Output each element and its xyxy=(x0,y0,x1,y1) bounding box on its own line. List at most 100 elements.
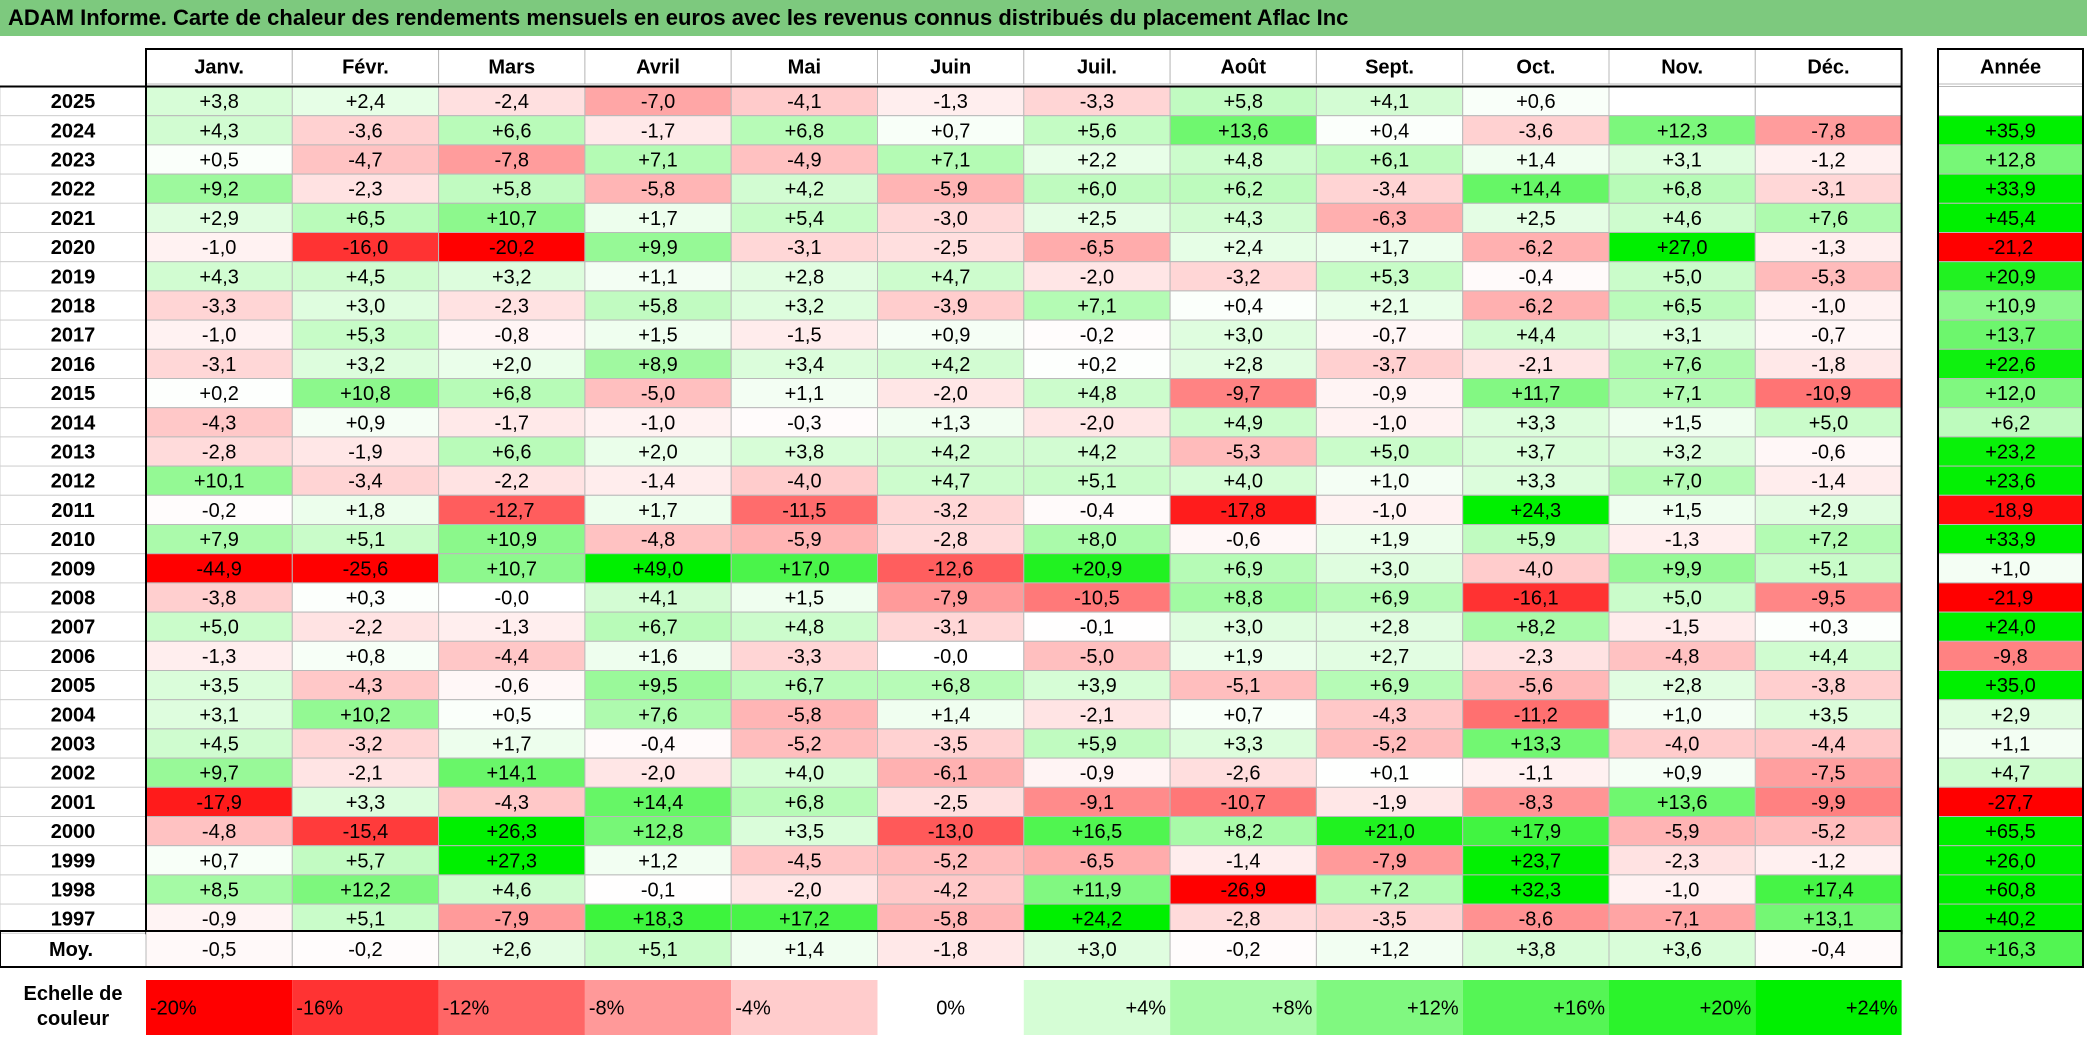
heatmap-value-cell xyxy=(145,202,293,234)
heatmap-value-cell xyxy=(291,728,440,759)
heatmap-value: +3,3 xyxy=(1516,412,1555,434)
heatmap-value-cell xyxy=(1754,728,1903,759)
heatmap-value-cell xyxy=(291,903,440,934)
heatmap-value-cell xyxy=(291,348,440,379)
heatmap-value: +1,9 xyxy=(1224,646,1263,668)
heatmap-value-cell xyxy=(584,757,732,788)
heatmap-value: -6,2 xyxy=(1519,296,1553,318)
heatmap-value: -1,2 xyxy=(1811,850,1845,872)
heatmap-value-cell xyxy=(1608,757,1756,788)
heatmap-value: +1,0 xyxy=(1662,704,1701,726)
heatmap-value: +2,1 xyxy=(1370,296,1409,318)
heatmap-value-cell xyxy=(438,757,586,788)
year-value-cell xyxy=(1937,261,2084,292)
heatmap-value-cell xyxy=(1315,202,1464,234)
average-value: +3,0 xyxy=(1077,939,1116,961)
column-header: Oct. xyxy=(1516,57,1555,79)
heatmap-value-cell xyxy=(877,582,1025,613)
heatmap-value-cell xyxy=(291,378,440,409)
average-value: +5,1 xyxy=(638,939,677,961)
heatmap-value-cell xyxy=(1023,173,1171,204)
heatmap-value: -5,2 xyxy=(933,850,967,872)
heatmap-value: +7,9 xyxy=(199,529,238,551)
heatmap-value: +32,3 xyxy=(1511,880,1562,902)
scale-stop-label: +16% xyxy=(1553,998,1605,1020)
heatmap-value-cell xyxy=(584,582,732,613)
heatmap-value: +2,0 xyxy=(492,354,531,376)
heatmap-value: -1,4 xyxy=(1226,850,1260,872)
year-value: +40,2 xyxy=(1985,909,2036,931)
heatmap-value-cell xyxy=(145,903,293,934)
heatmap-value-cell xyxy=(877,640,1025,671)
heatmap-value: +14,4 xyxy=(633,792,684,814)
heatmap-value: +20,9 xyxy=(1072,558,1123,580)
heatmap-value-cell xyxy=(291,407,440,438)
heatmap-value-cell xyxy=(730,378,879,409)
heatmap-value-cell xyxy=(145,144,293,175)
heatmap-value: +14,1 xyxy=(486,763,537,785)
heatmap-value: +8,5 xyxy=(199,880,238,902)
heatmap-value: -4,8 xyxy=(1665,646,1699,668)
heatmap-value: -5,8 xyxy=(787,704,821,726)
heatmap-value: +3,1 xyxy=(1662,150,1701,172)
heatmap-value: -10,9 xyxy=(1806,383,1852,405)
heatmap-value: +6,0 xyxy=(1077,179,1116,201)
heatmap-value: +3,0 xyxy=(1370,558,1409,580)
heatmap-value: -1,7 xyxy=(641,120,675,142)
heatmap-value: +2,5 xyxy=(1516,208,1555,230)
column-header-cell xyxy=(1023,48,1171,85)
heatmap-value-cell xyxy=(877,699,1025,730)
heatmap-value-cell xyxy=(1754,699,1903,730)
heatmap-value-cell xyxy=(1315,86,1464,117)
heatmap-value: -2,0 xyxy=(1080,412,1114,434)
heatmap-value: +1,5 xyxy=(785,588,824,610)
heatmap-value: -3,2 xyxy=(1226,266,1260,288)
heatmap-value: +5,0 xyxy=(1809,412,1848,434)
heatmap-value: -1,3 xyxy=(495,617,529,639)
heatmap-value: +10,9 xyxy=(486,529,537,551)
column-header-cell xyxy=(1315,48,1464,85)
heatmap-value: -0,1 xyxy=(641,880,675,902)
heatmap-value: +3,3 xyxy=(346,792,385,814)
heatmap-value: -7,1 xyxy=(1665,909,1699,931)
scale-swatch xyxy=(1023,980,1171,1035)
heatmap-value: -16,1 xyxy=(1513,588,1559,610)
heatmap-value: +2,8 xyxy=(1370,617,1409,639)
heatmap-value: +3,5 xyxy=(1809,704,1848,726)
heatmap-value-cell xyxy=(877,553,1025,584)
heatmap-value-cell xyxy=(1315,553,1464,584)
heatmap-value: +1,7 xyxy=(638,500,677,522)
heatmap-value: -2,5 xyxy=(933,237,967,259)
heatmap-value: -0,8 xyxy=(495,325,529,347)
heatmap-value-cell xyxy=(1462,670,1610,701)
average-value-cell xyxy=(1462,930,1610,968)
heatmap-value: +3,5 xyxy=(199,675,238,697)
heatmap-value: -1,3 xyxy=(933,91,967,113)
heatmap-value: -4,7 xyxy=(348,150,382,172)
row-label: 2000 xyxy=(51,821,96,843)
heatmap-value-cell xyxy=(877,465,1025,496)
heatmap-value: +7,1 xyxy=(1662,383,1701,405)
heatmap-value: +4,3 xyxy=(199,266,238,288)
heatmap-value: +9,5 xyxy=(638,675,677,697)
heatmap-value-cell xyxy=(1169,903,1317,934)
heatmap-value: +4,2 xyxy=(785,179,824,201)
heatmap-value: -3,6 xyxy=(348,120,382,142)
heatmap-value-cell xyxy=(877,903,1025,934)
average-value: +3,6 xyxy=(1662,939,1701,961)
heatmap-value: +3,3 xyxy=(1516,471,1555,493)
heatmap-value: -7,5 xyxy=(1811,763,1845,785)
year-value: +35,0 xyxy=(1985,675,2036,697)
heatmap-value: +9,2 xyxy=(199,179,238,201)
heatmap-value-cell xyxy=(1462,378,1610,409)
heatmap-value: +2,0 xyxy=(638,442,677,464)
heatmap-value-cell xyxy=(1023,728,1171,759)
heatmap-value: +7,1 xyxy=(931,150,970,172)
heatmap-value-cell xyxy=(1023,86,1171,117)
heatmap-value: +0,5 xyxy=(492,704,531,726)
heatmap-value-cell xyxy=(1608,494,1756,525)
heatmap-value: +1,0 xyxy=(1370,471,1409,493)
heatmap-value-cell xyxy=(730,611,879,642)
heatmap-value: -10,5 xyxy=(1074,588,1120,610)
heatmap-value: +6,9 xyxy=(1370,588,1409,610)
